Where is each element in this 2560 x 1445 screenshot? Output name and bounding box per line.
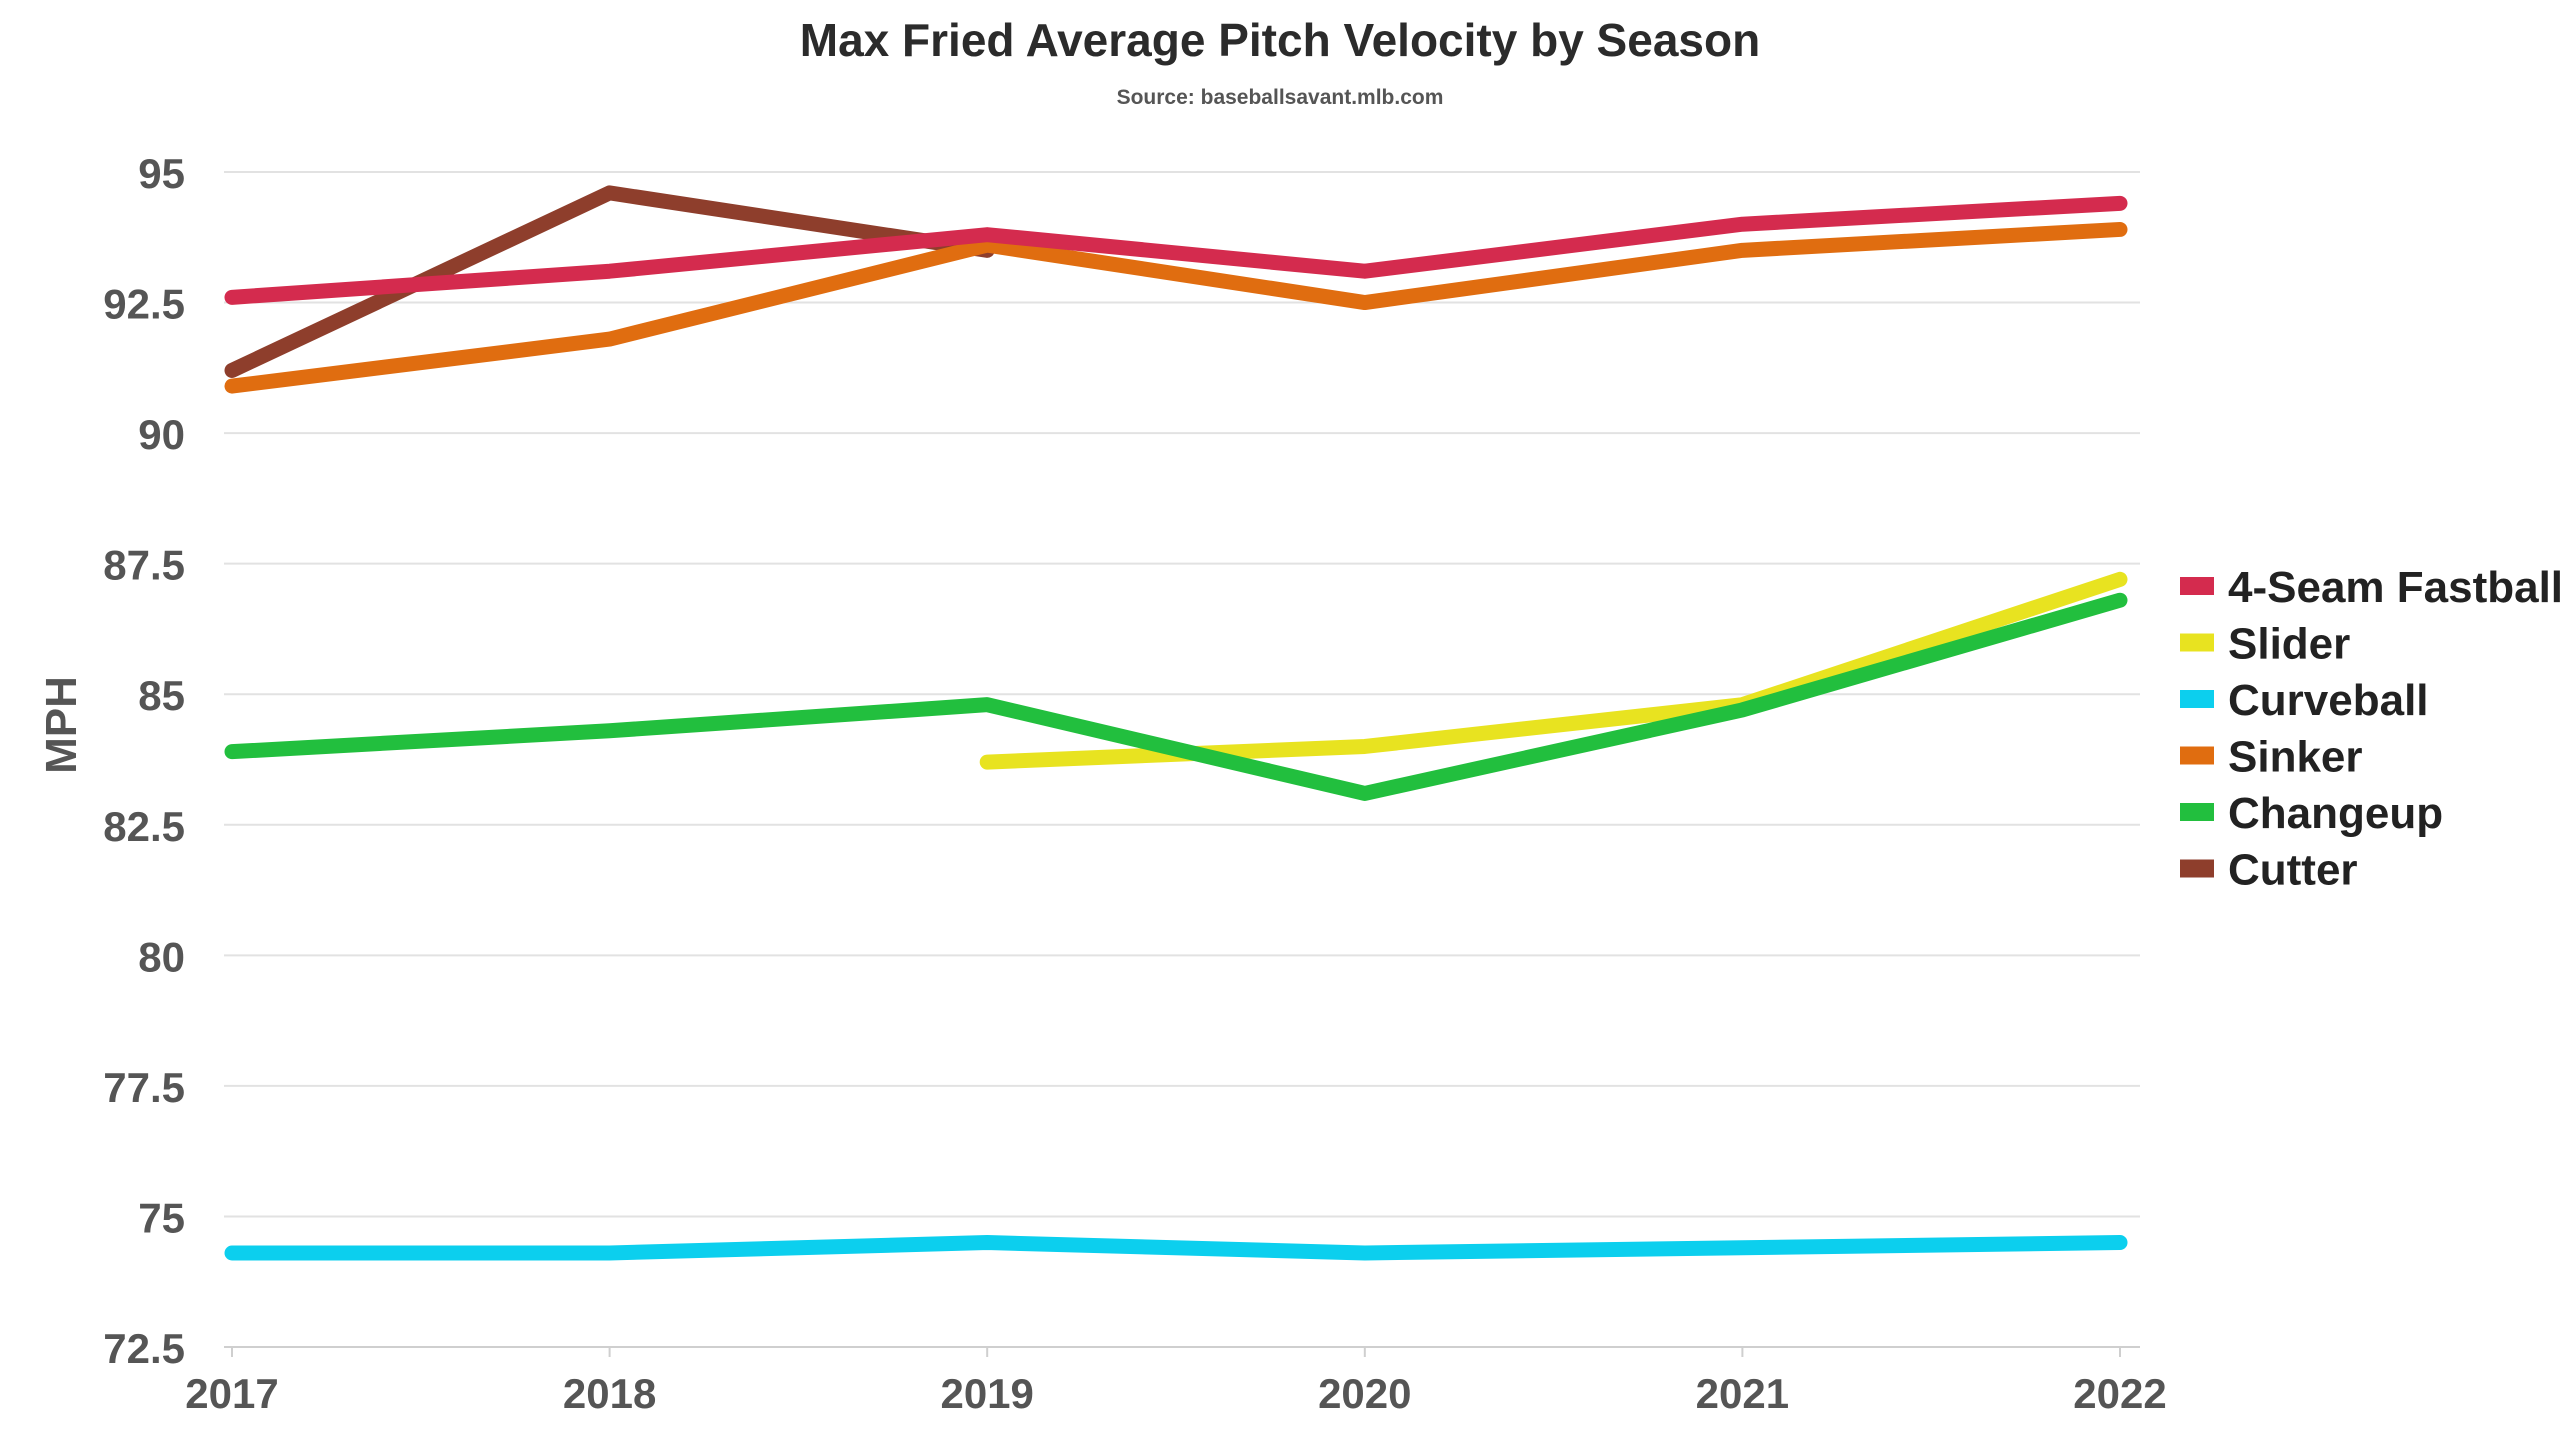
y-axis-title: MPH: [37, 676, 86, 774]
y-tick-label: 85: [138, 672, 185, 719]
y-tick-label: 92.5: [103, 281, 185, 328]
series-line-curveball: [224, 1235, 2128, 1261]
legend-swatch: [2180, 577, 2214, 595]
y-tick-label: 90: [138, 411, 185, 458]
legend-label: Cutter: [2228, 846, 2358, 895]
x-tick-label: 2020: [1318, 1370, 1411, 1417]
x-tick-label: 2018: [563, 1370, 656, 1417]
legend-swatch: [2180, 859, 2214, 878]
gridlines: [224, 171, 2140, 1218]
y-tick-label: 87.5: [103, 542, 185, 589]
y-tick-label: 80: [138, 933, 185, 980]
x-tick-label: 2019: [940, 1370, 1033, 1417]
chart-title: Max Fried Average Pitch Velocity by Seas…: [800, 14, 1760, 66]
x-tick-label: 2017: [185, 1370, 278, 1417]
legend: 4-Seam Fastball Slider Curveball Sinker Chan…: [2180, 563, 2560, 895]
y-tick-label: 95: [138, 150, 185, 197]
series-line-slider: [979, 571, 2128, 770]
legend-label: 4-Seam Fastball: [2228, 563, 2560, 612]
legend-swatch: [2180, 633, 2214, 652]
series-line-changeup: [224, 592, 2128, 801]
series-line-sinker: [224, 221, 2128, 394]
legend-label: Changeup: [2228, 789, 2443, 838]
series-line-cutter: [224, 185, 995, 378]
chart-subtitle: Source: baseballsavant.mlb.com: [1117, 86, 1444, 109]
x-tick-label: 2021: [1696, 1370, 1789, 1417]
legend-label: Curveball: [2228, 676, 2429, 725]
y-tick-label: 75: [138, 1194, 185, 1241]
legend-label: Sinker: [2228, 733, 2363, 782]
legend-swatch: [2180, 690, 2214, 708]
y-tick-label: 82.5: [103, 803, 185, 850]
x-tick-label: 2022: [2073, 1370, 2166, 1417]
legend-swatch: [2180, 746, 2214, 765]
y-tick-label: 72.5: [103, 1325, 185, 1372]
series-lines: [224, 185, 2128, 1261]
series-line-4-seam-fastball: [224, 195, 2128, 305]
legend-swatch: [2180, 803, 2214, 821]
legend-label: Slider: [2228, 620, 2350, 669]
y-tick-label: 77.5: [103, 1064, 185, 1111]
